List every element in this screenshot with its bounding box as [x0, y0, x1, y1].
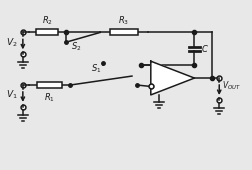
Text: $V_1$: $V_1$ [6, 89, 18, 101]
Text: $S_2$: $S_2$ [71, 41, 82, 53]
Text: $R_3$: $R_3$ [118, 15, 129, 28]
Text: $R_2$: $R_2$ [42, 15, 52, 28]
Text: $S_1$: $S_1$ [90, 63, 101, 75]
Text: $R_1$: $R_1$ [44, 92, 55, 104]
Bar [109, 29, 138, 35]
Polygon shape [150, 61, 194, 95]
Bar [37, 82, 62, 88]
Text: $C$: $C$ [201, 43, 208, 54]
Bar [36, 29, 58, 35]
Text: $V_{OUT}$: $V_{OUT}$ [221, 80, 240, 92]
Text: $V_2$: $V_2$ [6, 36, 18, 49]
